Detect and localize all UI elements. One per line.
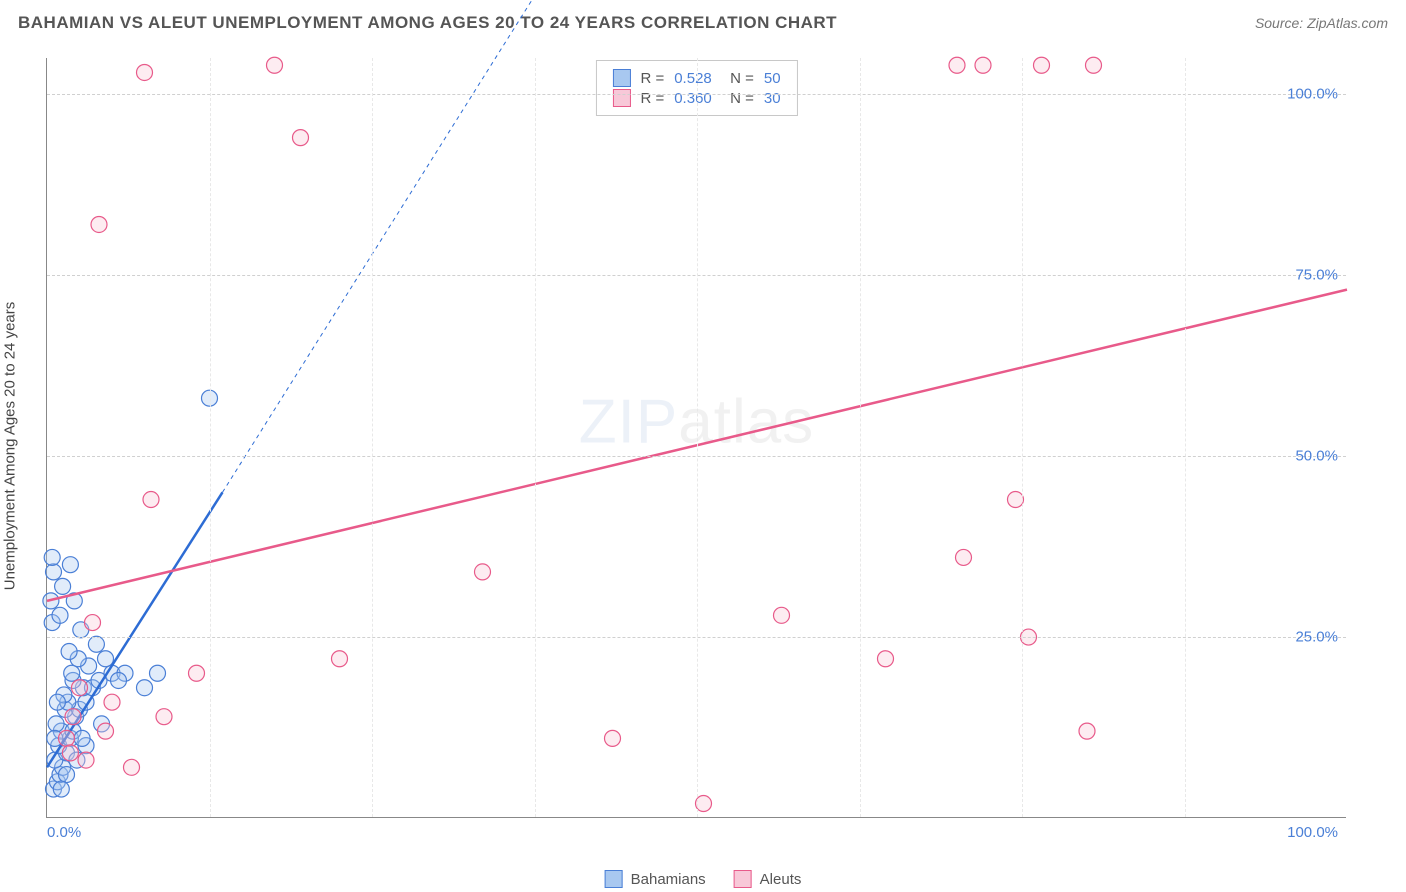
data-point [53, 781, 69, 797]
data-point [774, 607, 790, 623]
stats-n-label: N = [722, 70, 754, 87]
data-point [293, 130, 309, 146]
data-point [956, 549, 972, 565]
data-point [59, 767, 75, 783]
vgrid [535, 58, 536, 817]
legend-item: Bahamians [605, 870, 706, 888]
chart-area: ZIPatlas R = 0.528 N = 50R = 0.360 N = 3… [46, 58, 1346, 818]
data-point [475, 564, 491, 580]
data-point [143, 492, 159, 508]
data-point [74, 730, 90, 746]
data-point [52, 607, 68, 623]
stats-n-value: 30 [764, 90, 781, 107]
stats-r-label: R = [640, 90, 664, 107]
vgrid [697, 58, 698, 817]
vgrid [860, 58, 861, 817]
data-point [46, 564, 62, 580]
stats-r-label: R = [640, 70, 664, 87]
data-point [72, 680, 88, 696]
vgrid [1185, 58, 1186, 817]
ytick-label: 25.0% [1295, 629, 1338, 646]
data-point [98, 651, 114, 667]
data-point [605, 730, 621, 746]
data-point [267, 57, 283, 73]
data-point [65, 709, 81, 725]
data-point [975, 57, 991, 73]
data-point [124, 759, 140, 775]
xtick-0: 0.0% [47, 824, 81, 841]
data-point [64, 665, 80, 681]
data-point [61, 644, 77, 660]
data-point [59, 730, 75, 746]
legend-swatch [605, 870, 623, 888]
legend-swatch [734, 870, 752, 888]
data-point [98, 723, 114, 739]
data-point [62, 557, 78, 573]
data-point [137, 680, 153, 696]
trend-line-dashed [223, 0, 633, 492]
data-point [44, 549, 60, 565]
vgrid [1022, 58, 1023, 817]
vgrid [210, 58, 211, 817]
ytick-label: 100.0% [1287, 86, 1338, 103]
chart-title: BAHAMIAN VS ALEUT UNEMPLOYMENT AMONG AGE… [18, 13, 837, 33]
stats-swatch [612, 69, 630, 87]
header: BAHAMIAN VS ALEUT UNEMPLOYMENT AMONG AGE… [0, 0, 1406, 46]
stats-n-value: 50 [764, 70, 781, 87]
data-point [85, 615, 101, 631]
stats-n-label: N = [722, 90, 754, 107]
data-point [1086, 57, 1102, 73]
data-point [91, 216, 107, 232]
data-point [104, 694, 120, 710]
data-point [1079, 723, 1095, 739]
stats-r-value: 0.360 [674, 90, 712, 107]
legend-item: Aleuts [734, 870, 802, 888]
stats-swatch [612, 89, 630, 107]
bottom-legend: Bahamians Aleuts [605, 870, 802, 888]
vgrid [372, 58, 373, 817]
data-point [78, 752, 94, 768]
data-point [332, 651, 348, 667]
stats-r-value: 0.528 [674, 70, 712, 87]
data-point [189, 665, 205, 681]
y-axis-label: Unemployment Among Ages 20 to 24 years [2, 302, 19, 591]
legend-label: Aleuts [760, 871, 802, 888]
xtick-1: 100.0% [1287, 824, 1338, 841]
data-point [949, 57, 965, 73]
data-point [111, 672, 127, 688]
ytick-label: 75.0% [1295, 267, 1338, 284]
data-point [88, 636, 104, 652]
data-point [156, 709, 172, 725]
data-point [48, 716, 64, 732]
data-point [1034, 57, 1050, 73]
data-point [62, 745, 78, 761]
data-point [878, 651, 894, 667]
data-point [49, 694, 65, 710]
data-point [150, 665, 166, 681]
data-point [55, 578, 71, 594]
ytick-label: 50.0% [1295, 448, 1338, 465]
legend-label: Bahamians [631, 871, 706, 888]
data-point [137, 64, 153, 80]
source-label: Source: ZipAtlas.com [1255, 15, 1388, 31]
